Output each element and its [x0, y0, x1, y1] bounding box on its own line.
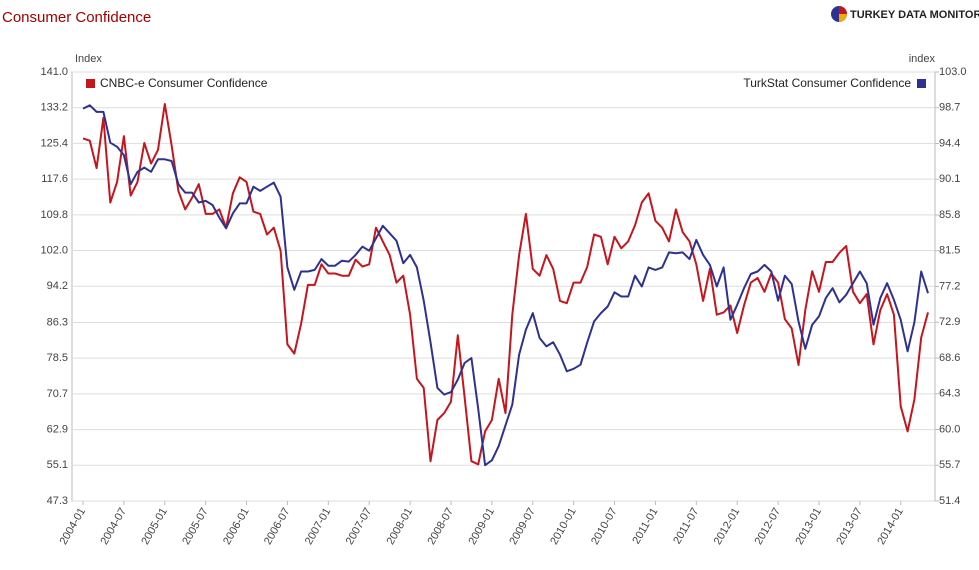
x-tick-label: 2010-07 [589, 506, 620, 547]
y2-tick-label: 98.7 [939, 102, 960, 114]
legend-swatch [917, 79, 926, 88]
x-tick-label: 2009-07 [507, 506, 538, 547]
x-tick-label: 2008-01 [385, 506, 416, 547]
x-tick-label: 2006-01 [221, 506, 252, 547]
y-tick-label: 78.5 [47, 352, 68, 364]
y2-tick-label: 94.4 [939, 137, 960, 149]
x-tick-label: 2011-07 [671, 506, 701, 546]
x-tick-label: 2008-07 [426, 506, 457, 547]
y2-tick-label: 103.0 [939, 66, 967, 78]
y-tick-label: 47.3 [47, 495, 68, 507]
y-tick-label: 62.9 [47, 423, 68, 435]
x-tick-label: 2007-07 [344, 506, 375, 547]
y2-tick-label: 90.1 [939, 173, 960, 185]
y-axis-title: Index [75, 53, 102, 65]
legend-swatch [86, 79, 95, 88]
y-tick-label: 55.1 [47, 459, 68, 471]
y-tick-label: 102.0 [40, 244, 68, 256]
x-tick-label: 2014-01 [875, 506, 906, 547]
x-tick-label: 2012-01 [712, 506, 743, 547]
y-tick-label: 94.2 [47, 280, 68, 292]
x-tick-label: 2006-07 [262, 506, 293, 547]
y-tick-label: 70.7 [47, 388, 68, 400]
x-tick-label: 2012-07 [753, 506, 784, 547]
y-tick-label: 117.6 [41, 173, 68, 185]
chart-title: Consumer Confidence [2, 9, 151, 26]
x-tick-label: 2013-07 [834, 506, 865, 547]
x-tick-label: 2005-01 [139, 506, 170, 547]
logo-text: TURKEY DATA MONITOR [850, 9, 979, 21]
x-tick-label: 2005-07 [180, 506, 211, 547]
y2-tick-label: 64.3 [939, 388, 960, 400]
y2-tick-label: 51.4 [939, 495, 960, 507]
y-tick-label: 125.4 [40, 137, 68, 149]
x-tick-label: 2010-01 [548, 506, 579, 547]
legend-label: CNBC-e Consumer Confidence [100, 76, 268, 90]
x-tick-label: 2007-01 [303, 506, 334, 547]
y2-tick-label: 72.9 [939, 316, 960, 328]
legend-label: TurkStat Consumer Confidence [743, 76, 911, 90]
x-tick-label: 2013-01 [794, 506, 825, 547]
x-tick-label: 2004-01 [58, 506, 89, 547]
y-tick-label: 109.8 [40, 209, 68, 221]
y2-tick-label: 77.2 [939, 280, 960, 292]
x-tick-label: 2004-07 [98, 506, 129, 547]
x-tick-label: 2009-01 [466, 506, 497, 547]
y-tick-label: 86.3 [47, 316, 68, 328]
y2-tick-label: 85.8 [939, 209, 960, 221]
line-series [82, 104, 929, 467]
y2-tick-label: 81.5 [939, 245, 960, 257]
y2-axis-title: index [909, 53, 936, 65]
y-tick-label: 133.2 [40, 102, 68, 114]
y2-tick-label: 68.6 [939, 352, 960, 364]
y-tick-label: 141.0 [40, 66, 68, 78]
line-series [82, 103, 929, 466]
y2-tick-label: 60.0 [939, 423, 960, 435]
x-tick-label: 2011-01 [630, 506, 660, 546]
logo-icon [831, 6, 847, 22]
y2-tick-label: 55.7 [939, 459, 960, 471]
